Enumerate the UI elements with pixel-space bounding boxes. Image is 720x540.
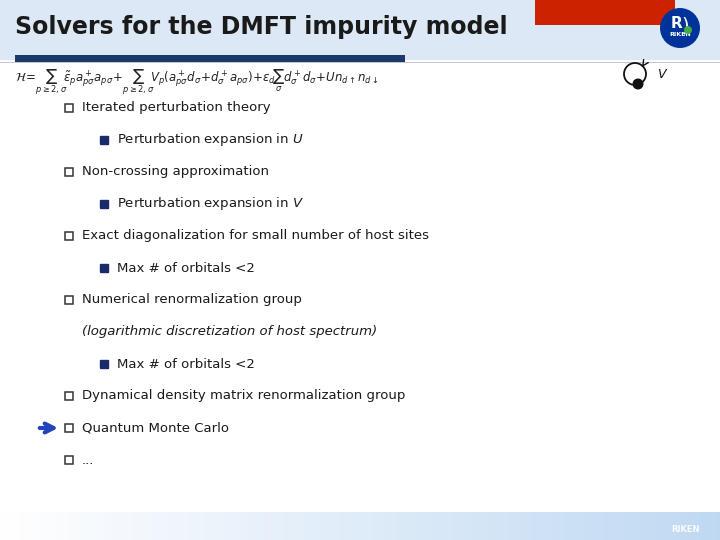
- Text: $\mathcal{H}\!=\!\sum_{p\geq 2,\sigma}\!\tilde{\epsilon}_p a^+_{p\sigma}a_{p\sig: $\mathcal{H}\!=\!\sum_{p\geq 2,\sigma}\!…: [15, 68, 379, 97]
- Bar: [65, 456, 73, 464]
- Circle shape: [684, 26, 692, 34]
- Text: Non-crossing approximation: Non-crossing approximation: [82, 165, 269, 179]
- Bar: [15, 55, 405, 62]
- Bar: [65, 104, 73, 112]
- Circle shape: [632, 78, 644, 90]
- Text: Quantum Monte Carlo: Quantum Monte Carlo: [82, 422, 229, 435]
- Bar: [100, 264, 108, 272]
- Text: ): ): [681, 17, 689, 36]
- Text: RIKEN: RIKEN: [672, 525, 700, 535]
- Bar: [65, 232, 73, 240]
- Text: Iterated perturbation theory: Iterated perturbation theory: [82, 102, 271, 114]
- Text: ...: ...: [82, 454, 94, 467]
- Text: Perturbation expansion in $U$: Perturbation expansion in $U$: [117, 132, 304, 148]
- Bar: [65, 424, 73, 432]
- Text: R: R: [671, 17, 683, 31]
- Bar: [100, 136, 108, 144]
- Text: RIKEN: RIKEN: [669, 32, 691, 37]
- Text: Exact diagonalization for small number of host sites: Exact diagonalization for small number o…: [82, 230, 429, 242]
- Text: Numerical renormalization group: Numerical renormalization group: [82, 294, 302, 307]
- Text: Solvers for the DMFT impurity model: Solvers for the DMFT impurity model: [15, 15, 508, 39]
- Bar: [65, 168, 73, 176]
- Bar: [65, 296, 73, 304]
- Bar: [0, 60, 720, 540]
- Bar: [65, 392, 73, 400]
- Text: $V$: $V$: [657, 68, 668, 80]
- Bar: [0, 0, 720, 60]
- Text: Perturbation expansion in $V$: Perturbation expansion in $V$: [117, 195, 304, 213]
- Bar: [100, 200, 108, 208]
- Text: (logarithmic discretization of host spectrum): (logarithmic discretization of host spec…: [82, 326, 377, 339]
- Circle shape: [660, 8, 700, 48]
- Bar: [100, 360, 108, 368]
- Text: Dynamical density matrix renormalization group: Dynamical density matrix renormalization…: [82, 389, 405, 402]
- Text: Max # of orbitals <2: Max # of orbitals <2: [117, 261, 255, 274]
- Text: Max # of orbitals <2: Max # of orbitals <2: [117, 357, 255, 370]
- Bar: [535, 0, 675, 25]
